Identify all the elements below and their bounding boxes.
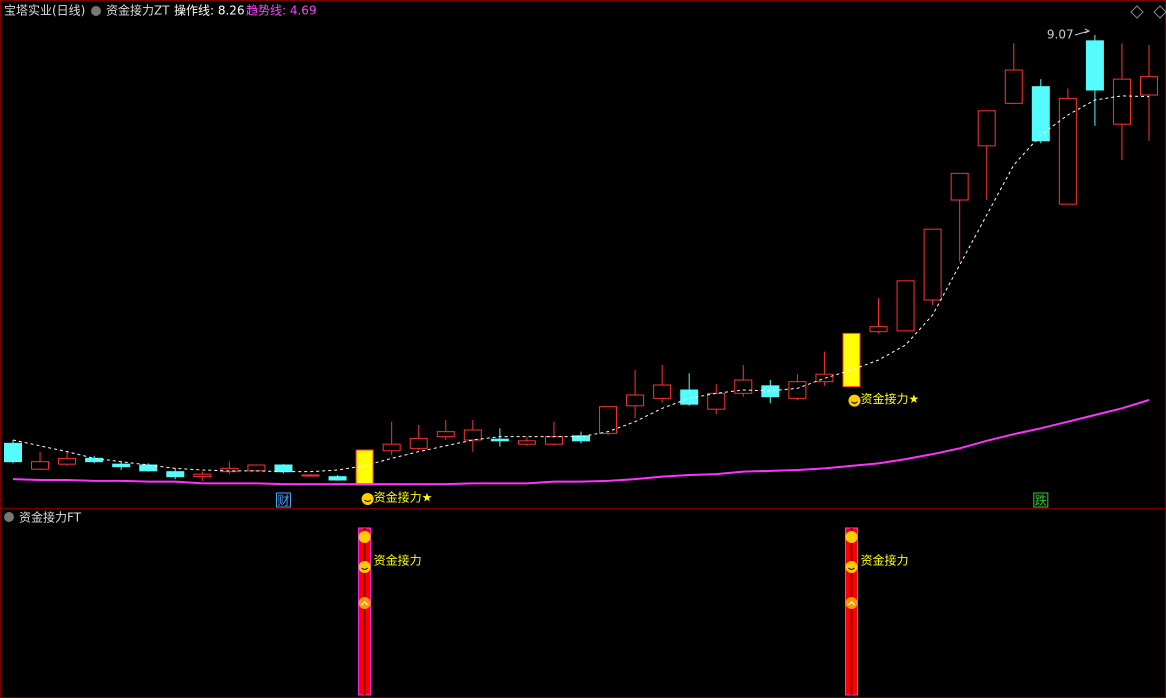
candle-body <box>815 373 834 383</box>
candle-body <box>112 463 131 468</box>
signal-face <box>848 394 861 407</box>
sub-signal-label: 资金接力 <box>860 553 908 568</box>
candle-body <box>4 442 22 463</box>
candle-body <box>626 394 645 407</box>
candle-body <box>680 389 699 405</box>
candle-body <box>328 476 347 481</box>
candle-body <box>842 332 861 388</box>
candle-body <box>247 464 266 472</box>
candle-body <box>58 457 77 465</box>
candle-body <box>274 464 293 473</box>
candle-body <box>220 467 239 473</box>
candle-body <box>761 385 780 398</box>
candle-body <box>572 435 590 442</box>
marker-box <box>1033 492 1049 508</box>
candle-body <box>977 110 996 147</box>
panel-icon <box>4 512 14 522</box>
candle-body <box>599 406 618 434</box>
sub-icon-bag <box>845 531 858 543</box>
candle-body <box>517 440 536 445</box>
candle-body <box>490 438 509 442</box>
signal-face-smile <box>364 499 371 502</box>
header-item: 资金接力ZT <box>106 3 170 18</box>
indicator-line <box>12 399 1150 486</box>
sub-icon-up-arrow <box>361 601 368 606</box>
candle-body <box>1140 76 1158 96</box>
candle-body <box>788 381 807 399</box>
signal-face <box>361 493 374 505</box>
candle-body <box>193 473 212 478</box>
candle-body <box>166 471 185 478</box>
candle-body <box>544 436 563 445</box>
header-item: 宝塔实业(日线) <box>4 3 85 18</box>
candle-body <box>463 429 482 441</box>
max-arrow <box>1074 28 1091 36</box>
candle-body <box>301 474 320 477</box>
candle-body <box>707 392 726 410</box>
sub-icon-face <box>358 561 371 573</box>
signal-face-smile <box>851 401 858 404</box>
candle-body <box>923 228 942 301</box>
candle-body <box>1004 69 1023 104</box>
candle-body <box>409 437 428 449</box>
signal-label: 资金接力★ <box>374 490 433 505</box>
sub-icon-up <box>845 597 858 609</box>
header-item: 趋势线: 4.69 <box>246 4 317 18</box>
marker-box <box>275 492 291 508</box>
candle-body <box>85 457 104 463</box>
candle-body <box>1031 86 1050 142</box>
candle-body <box>653 384 672 399</box>
max-label: 9.07 <box>1047 28 1074 42</box>
marker: 跌 <box>1035 493 1047 508</box>
header-icon <box>91 6 101 16</box>
candle-body <box>382 443 401 452</box>
candle-body <box>1112 78 1131 125</box>
signal-label: 资金接力★ <box>860 391 919 406</box>
candle-body <box>1058 97 1077 205</box>
candle-body <box>31 461 50 470</box>
candle-body <box>436 431 455 438</box>
sub-icon-face <box>845 561 858 573</box>
marker: 财 <box>277 494 289 508</box>
sub-icon-bag <box>358 531 371 543</box>
candle-body <box>950 172 969 201</box>
sub-signal-label: 资金接力 <box>374 553 422 568</box>
sub-icon-up <box>358 597 371 609</box>
nav-icon[interactable] <box>1130 5 1166 19</box>
sub-icon-face-smile <box>848 567 855 570</box>
candle-body <box>139 464 158 472</box>
header-item: 操作线: 8.26 <box>174 3 245 18</box>
candle-body <box>355 449 374 486</box>
candle-body <box>734 379 753 394</box>
candle-body <box>1085 40 1104 91</box>
panel-title: 资金接力FT <box>19 510 82 525</box>
sub-icon-face-smile <box>361 567 368 570</box>
indicator-line <box>12 95 1150 473</box>
candle-body <box>869 326 888 333</box>
sub-icon-up-arrow <box>848 601 855 606</box>
candle-body <box>896 280 915 332</box>
